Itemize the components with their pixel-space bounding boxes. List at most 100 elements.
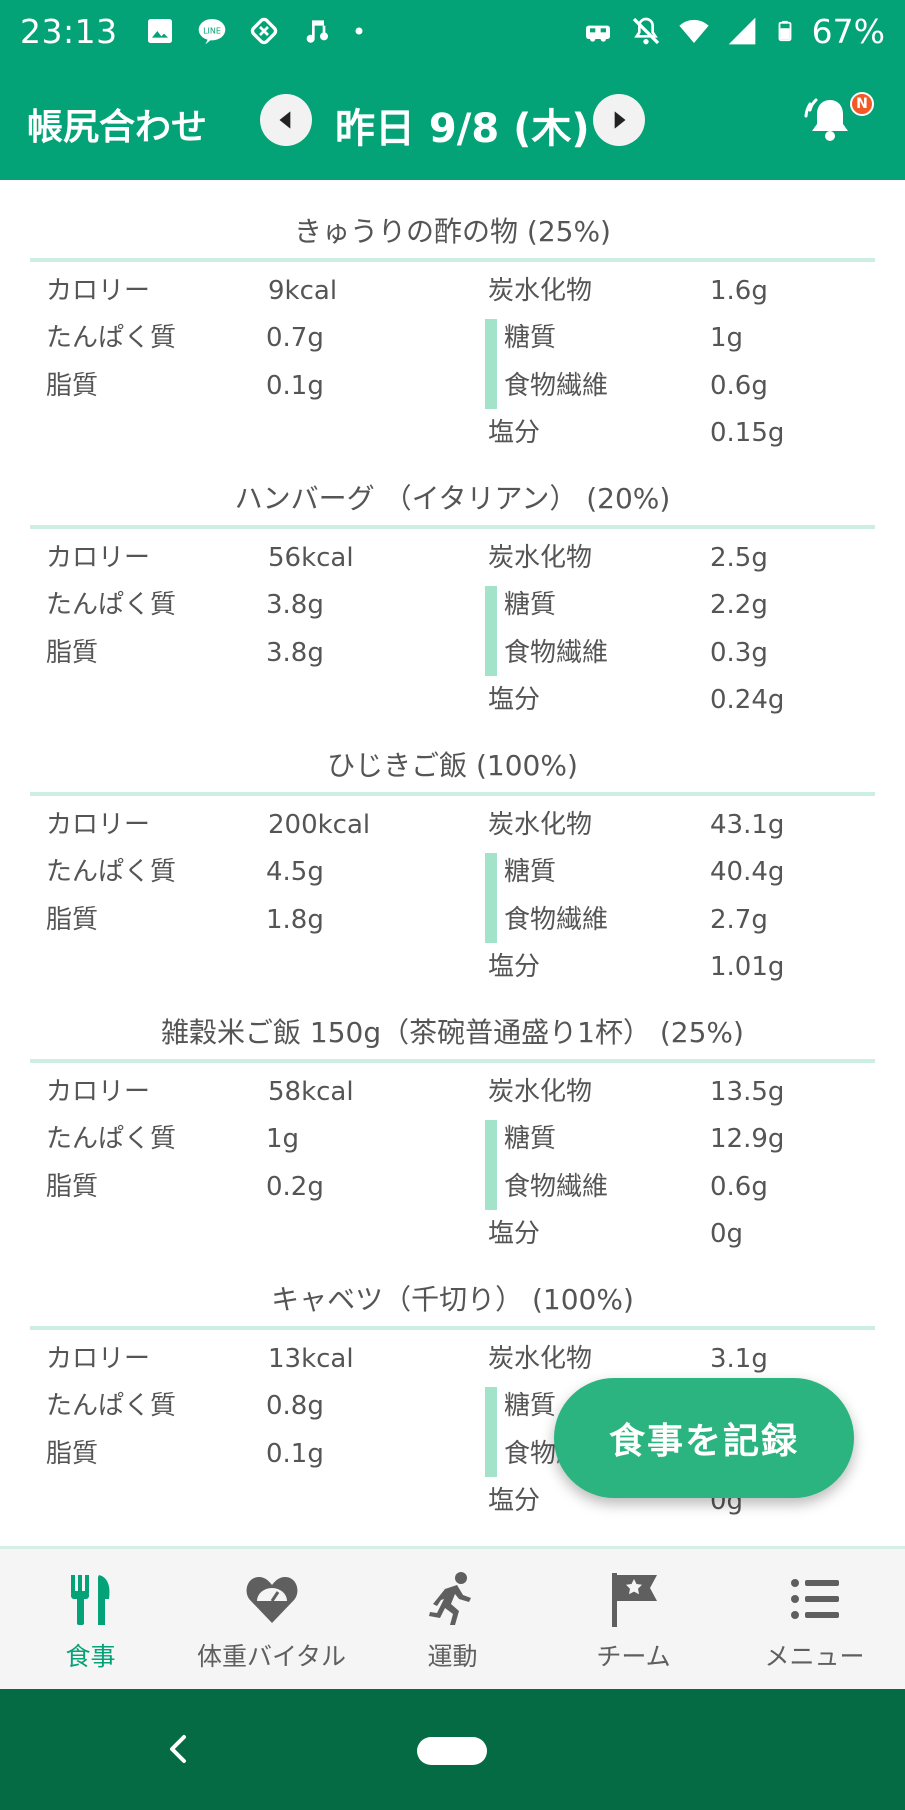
- salt-value: 0g: [710, 1219, 744, 1249]
- nutrition-list[interactable]: きゅうりの酢の物 (25%) カロリー 9kcal たんぱく質 0.7g 脂質 …: [0, 180, 905, 1546]
- food-name: キャベツ（千切り） (100%): [271, 1283, 634, 1316]
- notification-bell-icon[interactable]: [800, 90, 860, 150]
- salt-value: 0.24g: [710, 685, 785, 715]
- protein-value: 3.8g: [266, 590, 324, 620]
- status-time: 23:13: [20, 11, 118, 51]
- food-name: 雑穀米ご飯 150g（茶碗普通盛り1杯） (25%): [161, 1016, 744, 1049]
- battery-icon: [778, 20, 792, 42]
- food-name: ひじきご飯 (100%): [327, 749, 578, 782]
- divider: [30, 1059, 875, 1063]
- status-bar: 23:13 LINE 67%: [0, 0, 905, 62]
- svg-text:LINE: LINE: [203, 27, 221, 36]
- protein-value: 0.8g: [266, 1391, 324, 1421]
- food-item: きゅうりの酢の物 (25%) カロリー 9kcal たんぱく質 0.7g 脂質 …: [30, 202, 875, 469]
- carbs-label: 炭水化物: [488, 543, 593, 573]
- divider: [30, 792, 875, 796]
- calories-label: カロリー: [46, 1344, 151, 1374]
- fiber-label: 食物繊維: [504, 1172, 609, 1202]
- tab-label: チーム: [596, 1642, 671, 1671]
- fat-label: 脂質: [46, 1439, 99, 1469]
- carbs-value: 43.1g: [710, 810, 785, 840]
- carbs-breakdown-bar: [485, 853, 497, 943]
- fiber-label: 食物繊維: [504, 371, 609, 401]
- carbs-breakdown-bar: [485, 1120, 497, 1210]
- fat-label: 脂質: [46, 905, 99, 935]
- calories-value: 56kcal: [268, 543, 354, 573]
- tab-label: 運動: [427, 1642, 478, 1671]
- record-meal-button[interactable]: 食事を記録: [554, 1378, 854, 1498]
- fat-value: 0.1g: [266, 1439, 324, 1469]
- sugar-label: 糖質: [504, 1124, 557, 1154]
- carbs-label: 炭水化物: [488, 1077, 593, 1107]
- caret-right-icon: [614, 111, 626, 129]
- tab-label: 体重バイタル: [196, 1642, 346, 1671]
- fiber-label: 食物繊維: [504, 638, 609, 668]
- divider: [30, 525, 875, 529]
- caret-left-icon: [279, 111, 291, 129]
- protein-value: 1g: [266, 1124, 300, 1154]
- sugar-label: 糖質: [504, 323, 557, 353]
- line-icon: LINE: [198, 19, 225, 45]
- fiber-value: 0.6g: [710, 1172, 768, 1202]
- image-icon: [147, 19, 172, 43]
- next-day-button[interactable]: [593, 94, 645, 146]
- music-icon: [306, 20, 328, 43]
- fat-label: 脂質: [46, 1172, 99, 1202]
- food-item: ひじきご飯 (100%) カロリー 200kcal たんぱく質 4.5g 脂質 …: [30, 736, 875, 1003]
- sync-icon: [250, 17, 277, 45]
- prev-day-button[interactable]: [260, 94, 312, 146]
- fiber-value: 0.6g: [710, 371, 768, 401]
- tab-meals[interactable]: 食事: [0, 1549, 181, 1689]
- calories-value: 58kcal: [268, 1077, 354, 1107]
- calories-label: カロリー: [46, 810, 151, 840]
- fat-label: 脂質: [46, 638, 99, 668]
- sugar-value: 2.2g: [710, 590, 768, 620]
- carbs-label: 炭水化物: [488, 1344, 593, 1374]
- tab-exercise[interactable]: 運動: [362, 1549, 543, 1689]
- calories-value: 200kcal: [268, 810, 371, 840]
- carbs-breakdown-bar: [485, 586, 497, 676]
- sugar-value: 40.4g: [710, 857, 785, 887]
- carbs-label: 炭水化物: [488, 810, 593, 840]
- salt-label: 塩分: [488, 1486, 541, 1516]
- home-button[interactable]: [417, 1737, 487, 1765]
- battery-percent: 67%: [811, 11, 885, 51]
- tab-weight-vital[interactable]: 体重バイタル: [181, 1549, 362, 1689]
- system-nav-bar: [0, 1689, 905, 1810]
- carbs-label: 炭水化物: [488, 276, 593, 306]
- food-item: ハンバーグ （イタリアン） (20%) カロリー 56kcal たんぱく質 3.…: [30, 469, 875, 736]
- tab-menu[interactable]: メニュー: [724, 1549, 905, 1689]
- calories-value: 9kcal: [268, 276, 338, 306]
- protein-label: たんぱく質: [46, 1124, 177, 1154]
- tab-label: メニュー: [764, 1642, 865, 1671]
- calories-label: カロリー: [46, 543, 151, 573]
- sugar-label: 糖質: [504, 590, 557, 620]
- back-icon[interactable]: [160, 1729, 196, 1769]
- fat-value: 3.8g: [266, 638, 324, 668]
- sugar-value: 1g: [710, 323, 744, 353]
- bottom-tab-bar: 食事 体重バイタル 運動 チーム メニュー: [0, 1546, 905, 1689]
- sugar-label: 糖質: [504, 1391, 557, 1421]
- divider: [30, 258, 875, 262]
- carbs-value: 1.6g: [710, 276, 768, 306]
- protein-label: たんぱく質: [46, 590, 177, 620]
- fiber-value: 2.7g: [710, 905, 768, 935]
- salt-value: 0.15g: [710, 418, 785, 448]
- menu-list-icon: [790, 1579, 839, 1619]
- divider: [30, 1326, 875, 1330]
- protein-label: たんぱく質: [46, 1391, 177, 1421]
- protein-label: たんぱく質: [46, 323, 177, 353]
- protein-value: 4.5g: [266, 857, 324, 887]
- carbs-value: 2.5g: [710, 543, 768, 573]
- flag-icon: [611, 1573, 657, 1627]
- calories-label: カロリー: [46, 276, 151, 306]
- fork-knife-icon: [70, 1575, 110, 1625]
- vpn-icon: [585, 25, 610, 42]
- food-item: 雑穀米ご飯 150g（茶碗普通盛り1杯） (25%) カロリー 58kcal た…: [30, 1003, 875, 1270]
- carbs-value: 13.5g: [710, 1077, 785, 1107]
- fat-label: 脂質: [46, 371, 99, 401]
- food-name: ハンバーグ （イタリアン） (20%): [234, 482, 671, 515]
- calories-label: カロリー: [46, 1077, 151, 1107]
- runner-icon: [428, 1572, 471, 1625]
- tab-team[interactable]: チーム: [543, 1549, 724, 1689]
